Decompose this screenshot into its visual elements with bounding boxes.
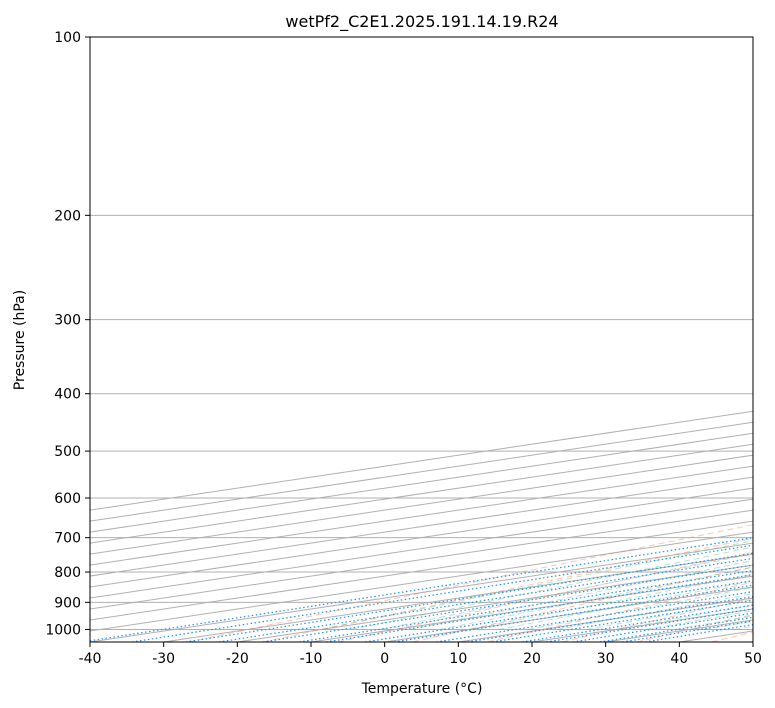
x-tick-label: 50 [744, 651, 762, 667]
y-tick-label: 1000 [45, 622, 81, 638]
y-tick-label: 500 [54, 444, 81, 460]
x-axis-title: Temperature (°C) [361, 681, 483, 697]
mixing-ratio-line [546, 608, 753, 642]
y-tick-label: 100 [54, 30, 81, 46]
x-tick-label: 40 [670, 651, 688, 667]
x-tick-label: 20 [523, 651, 541, 667]
isotherm-line [90, 509, 753, 610]
x-tick-label: -30 [152, 651, 175, 667]
y-tick-label: 600 [54, 491, 81, 507]
dry-adiabat [263, 537, 753, 642]
x-tick-label: 10 [449, 651, 467, 667]
isotherm-line [90, 487, 753, 588]
x-tick-label: 0 [380, 651, 389, 667]
mixing-ratio-line [572, 612, 753, 642]
moist-adiabat [498, 580, 753, 630]
moist-adiabat [380, 553, 753, 630]
x-tick-label: -20 [226, 651, 249, 667]
mixing-ratio-line [522, 604, 753, 642]
chart-title: wetPf2_C2E1.2025.191.14.19.R24 [285, 12, 558, 32]
isotherm-line [90, 443, 753, 544]
y-tick-label: 900 [54, 595, 81, 611]
isotherm-line [90, 465, 753, 566]
dry-adiabat [412, 566, 753, 642]
mixing-ratio-line [90, 537, 753, 642]
y-tick-label: 300 [54, 313, 81, 329]
axes: -40 -30 -20 -10 0 10 20 30 40 50 1000 900 800 700 600 5… [45, 30, 762, 667]
isotherm-line [90, 476, 753, 577]
x-tick-label: -10 [300, 651, 323, 667]
moist-adiabat [468, 573, 753, 630]
dry-adiabat [188, 524, 753, 642]
y-tick-label: 200 [54, 208, 81, 224]
y-tick-label: 800 [54, 565, 81, 581]
y-tick-label: 700 [54, 531, 81, 547]
mixing-ratio-line [492, 599, 753, 642]
mixing-ratio-line [185, 552, 753, 642]
mixing-ratio-line [218, 557, 753, 642]
plot-frame [89, 36, 754, 643]
moist-adiabat [409, 559, 753, 630]
plot-area [90, 37, 753, 642]
dry-adiabat [487, 581, 753, 642]
isotherm-line [90, 531, 753, 632]
x-tick-label: 30 [597, 651, 615, 667]
isotherm-line [90, 454, 753, 555]
y-tick-label: 400 [54, 387, 81, 403]
mixing-ratio-line [131, 544, 753, 642]
mixing-ratio-line [467, 595, 753, 642]
isotherm-line [90, 520, 753, 621]
x-tick-label: -40 [79, 651, 102, 667]
isotherm-line [90, 498, 753, 599]
y-axis-title: Pressure (hPa) [12, 290, 28, 390]
